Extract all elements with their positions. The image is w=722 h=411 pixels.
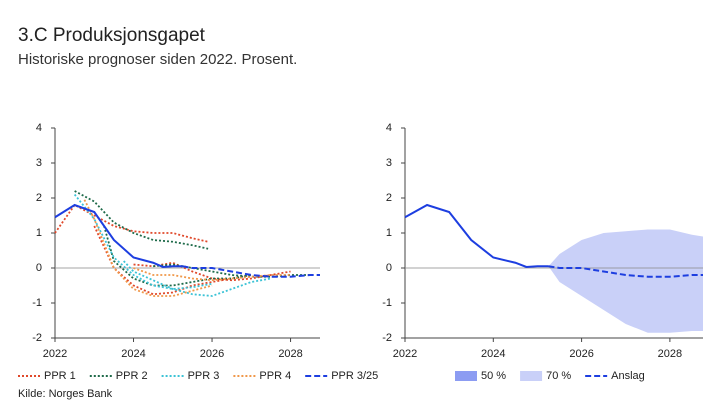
y-tick-label: 4 [386, 122, 392, 134]
y-tick-label: -1 [382, 297, 392, 309]
x-tick-label: 2026 [200, 348, 224, 360]
y-tick-label: 3 [386, 157, 392, 169]
title: 3.C Produksjonsgapet [18, 25, 206, 46]
legend-label: PPR 4 [259, 370, 291, 382]
legend-label: PPR 3/25 [331, 370, 378, 382]
x-tick-label: 2028 [278, 348, 302, 360]
line [548, 265, 703, 278]
line [54, 203, 183, 268]
y-tick-label: 1 [386, 227, 392, 239]
legend-label: PPR 3 [188, 370, 220, 382]
y-tick-label: 0 [386, 262, 392, 274]
y-tick-label: 3 [36, 157, 42, 169]
x-tick-label: 2022 [393, 348, 417, 360]
y-tick-label: 1 [36, 227, 42, 239]
legend-label: PPR 2 [116, 370, 148, 382]
legend-label: 50 % [481, 370, 506, 382]
line [93, 225, 252, 296]
legend-label: Anslag [611, 370, 645, 382]
legend-label: PPR 1 [44, 370, 76, 382]
subtitle: Historiske prognoser siden 2022. Prosent… [18, 51, 297, 68]
y-tick-label: -2 [32, 332, 42, 344]
band [548, 229, 703, 333]
line [133, 261, 291, 282]
y-tick-label: 2 [36, 192, 42, 204]
y-tick-label: 2 [386, 192, 392, 204]
x-tick-label: 2022 [43, 348, 67, 360]
legend-swatch [520, 371, 543, 381]
line [182, 265, 320, 278]
x-tick-label: 2026 [569, 348, 593, 360]
line [83, 199, 213, 297]
y-tick-label: 0 [36, 262, 42, 274]
x-tick-label: 2024 [481, 348, 505, 360]
source: Kilde: Norges Bank [18, 388, 113, 400]
x-tick-label: 2028 [658, 348, 682, 360]
legend-label: 70 % [546, 370, 571, 382]
line [123, 260, 272, 297]
x-tick-label: 2024 [121, 348, 145, 360]
legend-swatch [455, 371, 477, 381]
line [54, 203, 209, 243]
y-tick-label: 4 [36, 122, 42, 134]
line [404, 203, 549, 268]
y-tick-label: -1 [32, 297, 42, 309]
y-tick-label: -2 [382, 332, 392, 344]
line [73, 193, 213, 290]
